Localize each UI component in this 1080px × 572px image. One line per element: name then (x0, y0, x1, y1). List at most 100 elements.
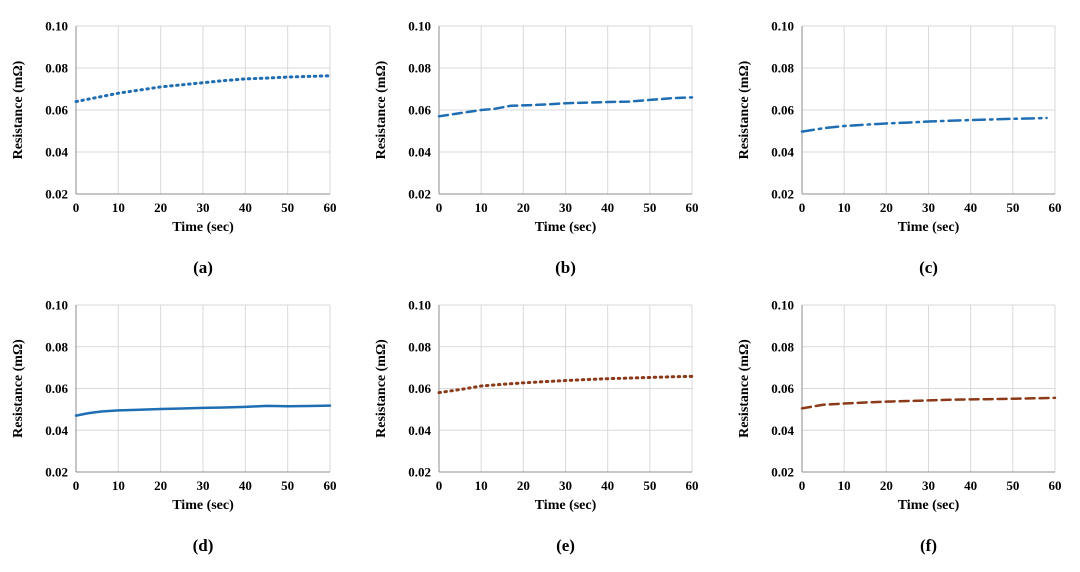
x-tick-label: 30 (197, 478, 210, 493)
x-tick-label: 10 (475, 478, 488, 493)
y-axis-label: Resistance (mΩ) (737, 60, 752, 159)
y-axis-label: Resistance (mΩ) (11, 339, 26, 438)
x-axis-label: Time (sec) (898, 220, 960, 235)
chart-panel: 0 10 20 30 40 50 60 0.02 0.04 0.06 0.08 0.10 Time (s… (11, 298, 337, 556)
y-tick-label: 0.06 (408, 103, 431, 118)
y-tick-label: 0.02 (771, 465, 794, 480)
y-axis-label: Resistance (mΩ) (737, 339, 752, 438)
y-axis-label: Resistance (mΩ) (374, 339, 389, 438)
chart-panel: 0 10 20 30 40 50 60 0.02 0.04 0.06 0.08 0.10 Time (s… (737, 19, 1062, 278)
panel-label: (c) (919, 258, 938, 277)
x-tick-label: 0 (436, 478, 443, 493)
series-line (437, 96, 694, 118)
y-tick-label: 0.02 (771, 187, 794, 202)
x-tick-label: 50 (643, 200, 656, 215)
x-tick-label: 0 (799, 200, 806, 215)
y-tick-label: 0.04 (771, 145, 794, 160)
panel-label: (e) (556, 536, 575, 555)
x-tick-label: 20 (517, 478, 530, 493)
y-tick-label: 0.04 (408, 423, 431, 438)
y-tick-label: 0.06 (45, 381, 68, 396)
x-tick-label: 0 (73, 478, 80, 493)
y-axis-label: Resistance (mΩ) (11, 60, 26, 159)
y-tick-label: 0.04 (408, 145, 431, 160)
y-tick-label: 0.10 (771, 19, 794, 34)
x-tick-label: 50 (281, 478, 294, 493)
x-axis-label: Time (sec) (898, 498, 960, 513)
x-tick-label: 60 (1049, 200, 1062, 215)
y-tick-label: 0.10 (45, 298, 68, 313)
chart-panel: 0 10 20 30 40 50 60 0.02 0.04 0.06 0.08 0.10 Time (s… (374, 19, 699, 278)
y-tick-label: 0.10 (408, 298, 431, 313)
y-tick-label: 0.06 (771, 381, 794, 396)
x-tick-label: 30 (197, 200, 210, 215)
x-tick-label: 10 (838, 478, 851, 493)
x-tick-label: 60 (324, 478, 337, 493)
y-tick-label: 0.02 (45, 187, 68, 202)
x-tick-label: 20 (154, 478, 167, 493)
y-tick-label: 0.06 (408, 381, 431, 396)
y-tick-label: 0.06 (45, 103, 68, 118)
y-tick-label: 0.10 (45, 19, 68, 34)
x-tick-label: 60 (686, 200, 699, 215)
series-line (437, 374, 694, 395)
x-tick-label: 50 (281, 200, 294, 215)
x-tick-label: 30 (559, 200, 572, 215)
x-tick-label: 40 (964, 200, 977, 215)
x-tick-label: 20 (880, 478, 893, 493)
x-axis-label: Time (sec) (172, 498, 234, 513)
y-tick-label: 0.02 (408, 187, 431, 202)
panel-label: (d) (193, 536, 214, 555)
chart-panel: 0 10 20 30 40 50 60 0.02 0.04 0.06 0.08 0.10 Time (s… (374, 298, 699, 556)
panel-label: (a) (193, 258, 213, 277)
y-tick-label: 0.04 (771, 423, 794, 438)
panel-label: (f) (920, 536, 937, 555)
panel-label: (b) (555, 258, 576, 277)
y-tick-label: 0.08 (45, 61, 68, 76)
x-tick-label: 40 (601, 478, 614, 493)
x-tick-label: 60 (324, 200, 337, 215)
x-axis-label: Time (sec) (172, 220, 234, 235)
y-tick-label: 0.10 (408, 19, 431, 34)
x-tick-label: 50 (643, 478, 656, 493)
x-tick-label: 40 (601, 200, 614, 215)
y-tick-label: 0.08 (408, 339, 431, 354)
series-line (74, 404, 332, 417)
x-tick-label: 30 (922, 478, 935, 493)
y-tick-label: 0.08 (45, 339, 68, 354)
x-tick-label: 60 (686, 478, 699, 493)
y-tick-label: 0.08 (771, 339, 794, 354)
y-tick-label: 0.08 (771, 61, 794, 76)
series-line (74, 74, 332, 104)
series-line (800, 396, 1057, 410)
x-tick-label: 20 (154, 200, 167, 215)
y-tick-label: 0.02 (408, 465, 431, 480)
y-tick-label: 0.02 (45, 465, 68, 480)
x-tick-label: 10 (112, 478, 125, 493)
y-axis-label: Resistance (mΩ) (374, 60, 389, 159)
x-tick-label: 40 (239, 200, 252, 215)
y-tick-label: 0.04 (45, 145, 68, 160)
x-tick-label: 20 (880, 200, 893, 215)
x-tick-label: 40 (964, 478, 977, 493)
y-tick-label: 0.08 (408, 61, 431, 76)
x-tick-label: 50 (1006, 200, 1019, 215)
y-tick-label: 0.06 (771, 103, 794, 118)
x-tick-label: 50 (1006, 478, 1019, 493)
x-tick-label: 60 (1049, 478, 1062, 493)
x-axis-label: Time (sec) (535, 498, 597, 513)
y-tick-label: 0.04 (45, 423, 68, 438)
x-tick-label: 10 (475, 200, 488, 215)
x-tick-label: 10 (838, 200, 851, 215)
x-tick-label: 30 (922, 200, 935, 215)
x-tick-label: 40 (239, 478, 252, 493)
x-tick-label: 10 (112, 200, 125, 215)
x-tick-label: 20 (517, 200, 530, 215)
x-axis-label: Time (sec) (535, 220, 597, 235)
chart-panel: 0 10 20 30 40 50 60 0.02 0.04 0.06 0.08 0.10 Time (s… (737, 298, 1062, 556)
x-tick-label: 30 (559, 478, 572, 493)
x-tick-label: 0 (799, 478, 806, 493)
x-tick-label: 0 (73, 200, 80, 215)
x-tick-label: 0 (436, 200, 443, 215)
